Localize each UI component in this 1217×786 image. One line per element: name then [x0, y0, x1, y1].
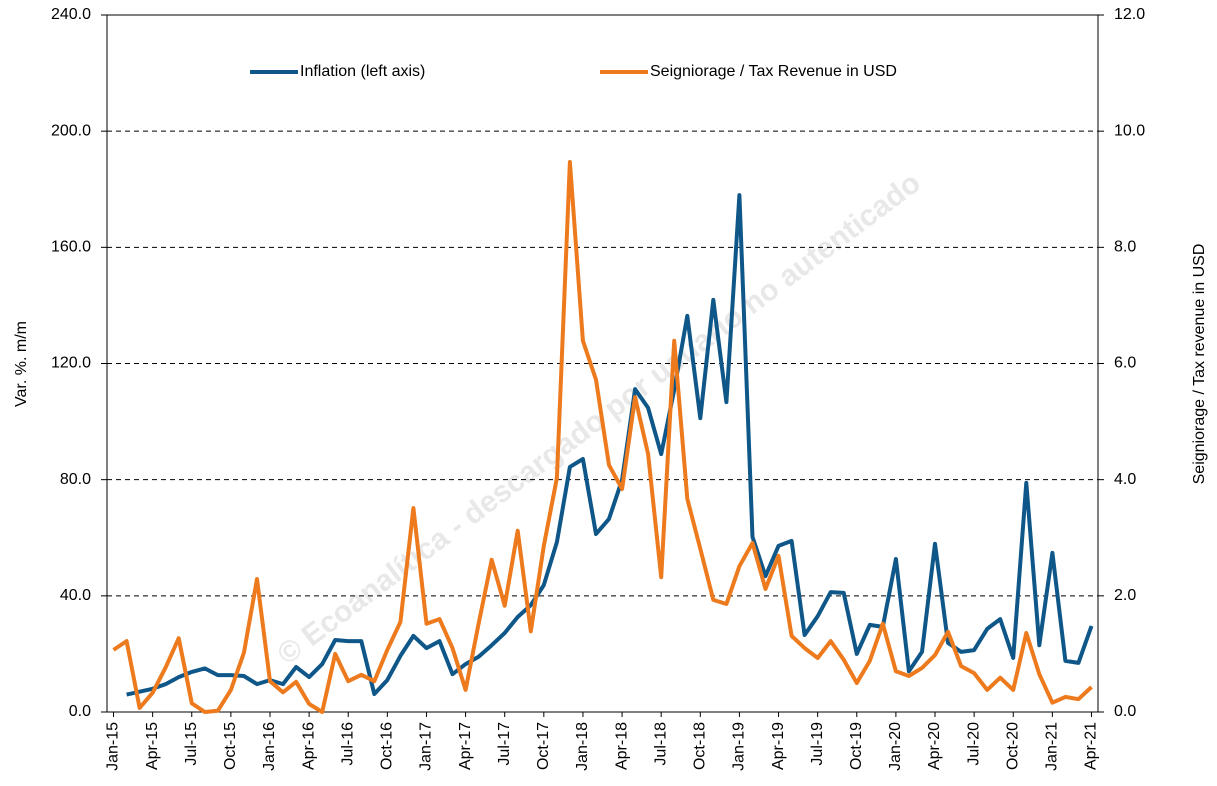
y2-tick-label: 6.0	[1114, 355, 1136, 372]
x-tick-label: Apr-21	[1083, 722, 1100, 770]
y-tick-label: 0.0	[69, 703, 91, 720]
x-tick-label: Oct-18	[692, 722, 709, 770]
y2-tick-label: 8.0	[1114, 239, 1136, 256]
x-tick-label: Apr-17	[457, 722, 474, 770]
x-tick-label: Jan-19	[731, 722, 748, 771]
x-tick-label: Jan-20	[887, 722, 904, 771]
x-tick-label: Oct-17	[535, 722, 552, 770]
x-tick-label: Jul-15	[183, 722, 200, 766]
x-tick-label: Jan-15	[105, 722, 122, 771]
x-tick-label: Apr-20	[926, 722, 943, 770]
y-tick-label: 80.0	[60, 471, 91, 488]
x-tick-label: Jan-17	[418, 722, 435, 771]
x-tick-label: Jul-18	[652, 722, 669, 766]
y2-axis-label: Seigniorage / Tax revenue in USD	[1191, 244, 1208, 485]
x-tick-label: Oct-15	[222, 722, 239, 770]
x-tick-label: Jan-18	[574, 722, 591, 771]
y2-tick-label: 4.0	[1114, 471, 1136, 488]
y2-tick-label: 0.0	[1114, 703, 1136, 720]
x-tick-label: Apr-15	[144, 722, 161, 770]
legend-label: Inflation (left axis)	[300, 63, 425, 80]
x-tick-label: Apr-18	[613, 722, 630, 770]
x-tick-label: Oct-16	[379, 722, 396, 770]
y-tick-label: 120.0	[51, 355, 91, 372]
y2-tick-label: 10.0	[1114, 122, 1145, 139]
legend-label: Seigniorage / Tax Revenue in USD	[650, 63, 897, 80]
x-tick-label: Jul-16	[339, 722, 356, 766]
y2-tick-label: 12.0	[1114, 6, 1145, 23]
y-tick-label: 240.0	[51, 6, 91, 23]
x-tick-label: Jul-19	[809, 722, 826, 766]
x-tick-label: Jul-20	[965, 722, 982, 766]
x-tick-label: Jan-21	[1044, 722, 1061, 771]
y-tick-label: 160.0	[51, 239, 91, 256]
x-tick-label: Apr-19	[770, 722, 787, 770]
y2-tick-label: 2.0	[1114, 587, 1136, 604]
series-line	[126, 193, 1094, 697]
y-tick-label: 200.0	[51, 122, 91, 139]
y-axis-label: Var. %. m/m	[13, 321, 30, 407]
x-tick-label: Apr-16	[300, 722, 317, 770]
x-tick-label: Jan-16	[261, 722, 278, 771]
y-tick-label: 40.0	[60, 587, 91, 604]
x-tick-label: Jul-17	[496, 722, 513, 766]
series-line	[112, 160, 1093, 714]
x-tick-label: Oct-20	[1004, 722, 1021, 770]
x-tick-label: Oct-19	[848, 722, 865, 770]
